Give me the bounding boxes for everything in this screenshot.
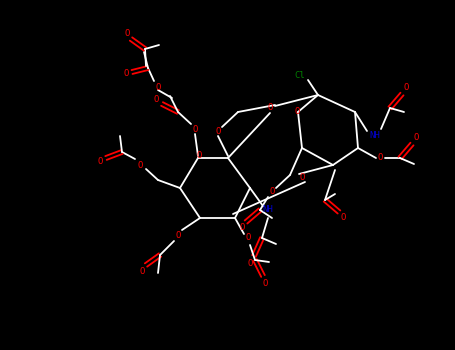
- Text: O: O: [215, 127, 221, 136]
- Text: O: O: [340, 214, 346, 223]
- Text: O: O: [123, 70, 129, 78]
- Text: O: O: [245, 233, 251, 243]
- Text: O: O: [403, 84, 409, 92]
- Text: O: O: [97, 158, 103, 167]
- Text: O: O: [294, 107, 300, 117]
- Text: O: O: [299, 174, 305, 182]
- Text: Cl: Cl: [295, 70, 305, 79]
- Text: O: O: [155, 84, 161, 92]
- Text: O: O: [268, 104, 273, 112]
- Text: O: O: [269, 188, 275, 196]
- Text: O: O: [239, 224, 245, 232]
- Text: O: O: [192, 126, 197, 134]
- Text: O: O: [196, 150, 202, 160]
- Text: O: O: [137, 161, 143, 169]
- Text: NH: NH: [263, 205, 273, 215]
- Text: NH: NH: [369, 131, 380, 140]
- Text: O: O: [413, 133, 419, 142]
- Text: O: O: [139, 266, 145, 275]
- Text: O: O: [263, 279, 268, 287]
- Text: O: O: [124, 29, 130, 38]
- Text: O: O: [377, 154, 383, 162]
- Text: O: O: [175, 231, 181, 239]
- Text: O: O: [153, 96, 159, 105]
- Text: O: O: [248, 259, 253, 267]
